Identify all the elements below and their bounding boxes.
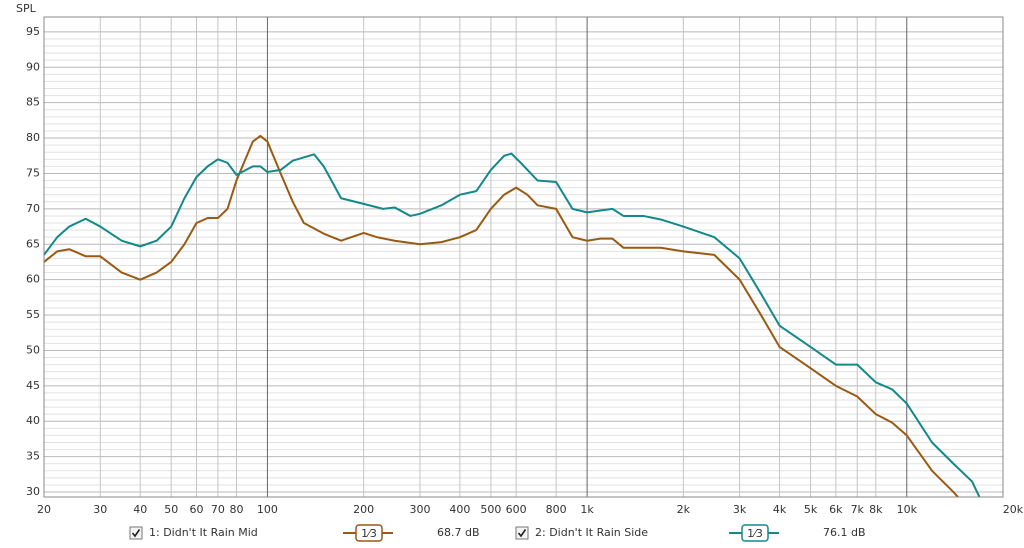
x-tick-label: 300 bbox=[409, 503, 430, 516]
x-tick-label: 6k bbox=[829, 503, 843, 516]
x-tick-label: 20kHz bbox=[1003, 503, 1024, 516]
y-axis-title: SPL bbox=[16, 2, 37, 15]
plot-area bbox=[44, 17, 1003, 497]
checkmark bbox=[517, 529, 527, 538]
x-tick-label: 1k bbox=[580, 503, 594, 516]
legend: 1: Didn't It Rain Mid 1⁄3 68.7 dB 2: Didn't… bbox=[129, 524, 866, 542]
x-tick-label: 30 bbox=[93, 503, 107, 516]
y-tick-label: 55 bbox=[26, 308, 40, 321]
y-tick-label: 95 bbox=[26, 25, 40, 38]
y-tick-label: 90 bbox=[26, 60, 40, 73]
legend-checkbox[interactable] bbox=[129, 526, 143, 540]
smoothing-button[interactable]: 1⁄3 bbox=[355, 524, 383, 542]
labels: 30 35 40 45 50 55 60 65 70 75 80 85 90 95 20 30 40 50 60 70… bbox=[26, 25, 1024, 516]
level-label: 68.7 dB bbox=[437, 526, 480, 539]
x-tick-label: 40 bbox=[133, 503, 147, 516]
x-tick-label: 500 bbox=[480, 503, 501, 516]
y-tick-label: 85 bbox=[26, 96, 40, 109]
checkbox-box bbox=[129, 526, 143, 540]
x-tick-label: 60 bbox=[190, 503, 204, 516]
series-line bbox=[44, 152, 981, 497]
x-tick-label: 50 bbox=[164, 503, 178, 516]
legend-entry: 1: Didn't It Rain Mid bbox=[149, 526, 258, 539]
smoothing-box bbox=[741, 524, 769, 542]
x-tick-label: 5k bbox=[804, 503, 818, 516]
y-tick-label: 80 bbox=[26, 131, 40, 144]
x-tick-label: 4k bbox=[773, 503, 787, 516]
level-label: 76.1 dB bbox=[823, 526, 866, 539]
series-line bbox=[44, 134, 960, 497]
y-tick-label: 70 bbox=[26, 202, 40, 215]
y-tick-label: 30 bbox=[26, 485, 40, 498]
x-tick-label: 2k bbox=[677, 503, 691, 516]
checkmark bbox=[131, 529, 141, 538]
x-tick-label: 8k bbox=[869, 503, 883, 516]
lines bbox=[44, 134, 981, 497]
x-tick-label: 80 bbox=[229, 503, 243, 516]
y-tick-label: 40 bbox=[26, 414, 40, 427]
x-tick-label: 800 bbox=[546, 503, 567, 516]
smoothing-label: 1⁄3 bbox=[747, 527, 763, 540]
legend-checkbox[interactable] bbox=[515, 526, 529, 540]
y-tick-label: 50 bbox=[26, 343, 40, 356]
x-tick-label: 100 bbox=[257, 503, 278, 516]
y-tick-label: 60 bbox=[26, 273, 40, 286]
smoothing-label: 1⁄3 bbox=[361, 527, 377, 540]
x-tick-label: 400 bbox=[449, 503, 470, 516]
legend-entry: 2: Didn't It Rain Side bbox=[535, 526, 648, 539]
x-tick-label: 20 bbox=[37, 503, 51, 516]
x-tick-label: 3k bbox=[733, 503, 747, 516]
y-tick-label: 45 bbox=[26, 379, 40, 392]
x-tick-label: 10k bbox=[897, 503, 918, 516]
y-tick-label: 35 bbox=[26, 450, 40, 463]
smoothing-box bbox=[355, 524, 383, 542]
checkbox-box bbox=[515, 526, 529, 540]
x-tick-label: 600 bbox=[506, 503, 527, 516]
x-tick-label: 70 bbox=[211, 503, 225, 516]
x-tick-label: 200 bbox=[353, 503, 374, 516]
y-tick-label: 65 bbox=[26, 237, 40, 250]
plot-frame bbox=[43, 16, 1004, 498]
smoothing-button[interactable]: 1⁄3 bbox=[741, 524, 769, 542]
y-tick-label: 75 bbox=[26, 166, 40, 179]
x-tick-label: 7k bbox=[851, 503, 865, 516]
